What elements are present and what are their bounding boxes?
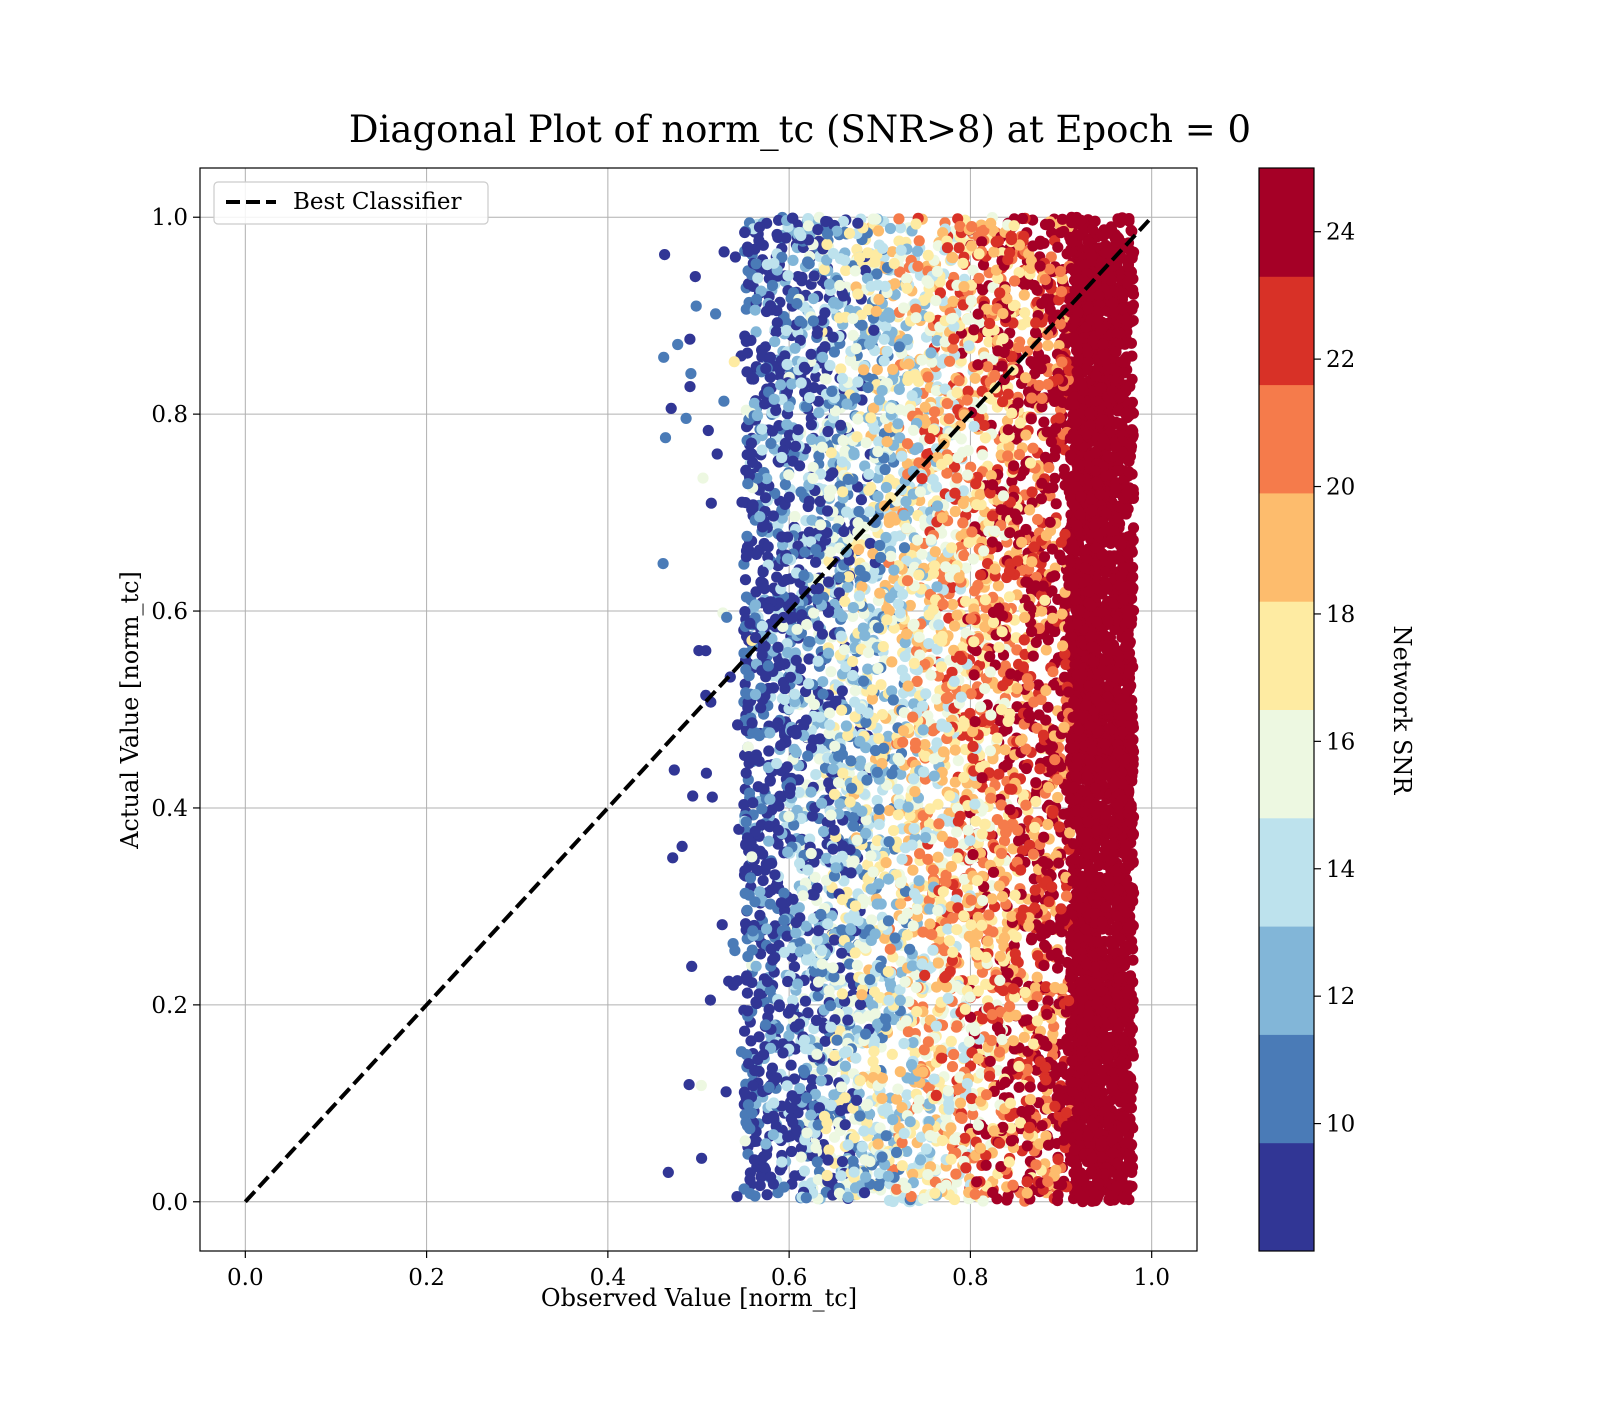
scatter-point	[1026, 413, 1037, 424]
scatter-point	[894, 384, 905, 395]
scatter-point	[701, 768, 712, 779]
scatter-point	[844, 228, 855, 239]
scatter-point	[931, 737, 942, 748]
scatter-point	[944, 935, 955, 946]
scatter-point	[802, 751, 813, 762]
scatter-point	[742, 348, 753, 359]
scatter-point	[799, 1166, 810, 1177]
scatter-point	[1123, 216, 1134, 227]
scatter-point	[819, 264, 830, 275]
scatter-point	[840, 265, 851, 276]
scatter-point	[691, 301, 702, 312]
scatter-point	[1055, 266, 1066, 277]
scatter-point	[977, 1013, 988, 1024]
scatter-point	[684, 334, 695, 345]
scatter-point	[787, 255, 798, 266]
scatter-point	[920, 688, 931, 699]
scatter-point	[1051, 498, 1062, 509]
scatter-point	[828, 764, 839, 775]
scatter-point	[1039, 940, 1050, 951]
scatter-point	[690, 271, 701, 282]
scatter-point	[994, 1138, 1005, 1149]
scatter-point	[1054, 412, 1065, 423]
scatter-point	[986, 893, 997, 904]
scatter-point	[944, 790, 955, 801]
scatter-point	[660, 432, 671, 443]
scatter-point	[887, 1049, 898, 1060]
scatter-point	[919, 739, 930, 750]
scatter-point	[936, 1053, 947, 1064]
scatter-point	[993, 580, 1004, 591]
scatter-point	[706, 498, 717, 509]
scatter-point	[948, 1049, 959, 1060]
scatter-point	[681, 413, 692, 424]
scatter-point	[986, 1035, 997, 1046]
scatter-point	[881, 482, 892, 493]
scatter-point	[754, 910, 765, 921]
scatter-point	[951, 1020, 962, 1031]
scatter-point	[742, 988, 753, 999]
scatter-point	[756, 424, 767, 435]
scatter-point	[813, 407, 824, 418]
scatter-point	[703, 425, 714, 436]
scatter-point	[730, 251, 741, 262]
scatter-point	[729, 356, 740, 367]
scatter-point	[663, 1167, 674, 1178]
scatter-point	[931, 694, 942, 705]
scatter-point	[741, 531, 752, 542]
scatter-point	[950, 506, 961, 517]
scatter-point	[891, 1094, 902, 1105]
scatter-point	[736, 497, 747, 508]
scatter-point	[731, 1191, 742, 1202]
scatter-point	[848, 330, 859, 341]
scatter-point	[666, 403, 677, 414]
scatter-point	[786, 1146, 797, 1157]
scatter-point	[696, 1153, 707, 1164]
scatter-point	[873, 225, 884, 236]
scatter-point	[817, 689, 828, 700]
scatter-point	[930, 546, 941, 557]
scatter-point	[1030, 777, 1041, 788]
scatter-point	[962, 395, 973, 406]
chart-title: Diagonal Plot of norm_tc (SNR>8) at Epoc…	[349, 108, 1251, 152]
scatter-point	[789, 511, 800, 522]
scatter-point	[893, 213, 904, 224]
scatter-point	[817, 676, 828, 687]
scatter-point	[825, 666, 836, 677]
scatter-point	[672, 339, 683, 350]
scatter-point	[949, 1194, 960, 1205]
scatter-point	[907, 960, 918, 971]
scatter-point	[1028, 696, 1039, 707]
scatter-point	[931, 982, 942, 993]
scatter-point	[959, 1133, 970, 1144]
scatter-point	[865, 538, 876, 549]
scatter-point	[1059, 464, 1070, 475]
scatter-point	[696, 1080, 707, 1091]
scatter-point	[740, 574, 751, 585]
scatter-point	[685, 368, 696, 379]
scatter-point	[976, 920, 987, 931]
scatter-point	[1036, 606, 1047, 617]
scatter-point	[863, 469, 874, 480]
scatter-point	[803, 636, 814, 647]
scatter-point	[1038, 960, 1049, 971]
scatter-point	[687, 790, 698, 801]
scatter-point	[1127, 562, 1138, 573]
scatter-point	[751, 998, 762, 1009]
scatter-point	[1041, 644, 1052, 655]
scatter-point	[721, 612, 732, 623]
scatter-point	[710, 308, 721, 319]
